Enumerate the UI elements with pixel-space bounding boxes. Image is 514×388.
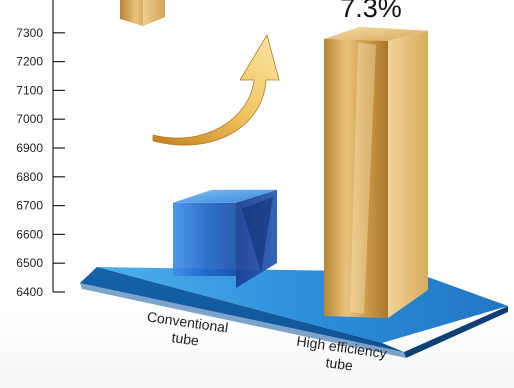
y-tick-label: 7200 — [16, 55, 43, 69]
top-gold-block — [120, 0, 165, 26]
y-tick-label: 6400 — [16, 285, 43, 299]
y-tick-label: 6900 — [16, 141, 43, 155]
y-tick-label: 6500 — [16, 256, 43, 270]
platform — [80, 267, 508, 358]
y-tick-label: 6700 — [16, 199, 43, 213]
percent-annotation: 7.3% — [340, 0, 402, 23]
bar-high-efficiency-tube — [324, 26, 428, 319]
y-tick-label: 6800 — [16, 170, 43, 184]
y-tick-label: 6600 — [16, 227, 43, 241]
growth-arrow-icon — [152, 33, 280, 146]
bar-conventional-tube — [173, 189, 277, 288]
y-tick-label: 7300 — [16, 26, 43, 40]
y-tick-label: 7000 — [16, 112, 43, 126]
y-tick-label: 7100 — [16, 83, 43, 97]
y-axis: 6400 6500 6600 6700 6800 6900 7000 7100 7200 7300 — [16, 0, 65, 299]
